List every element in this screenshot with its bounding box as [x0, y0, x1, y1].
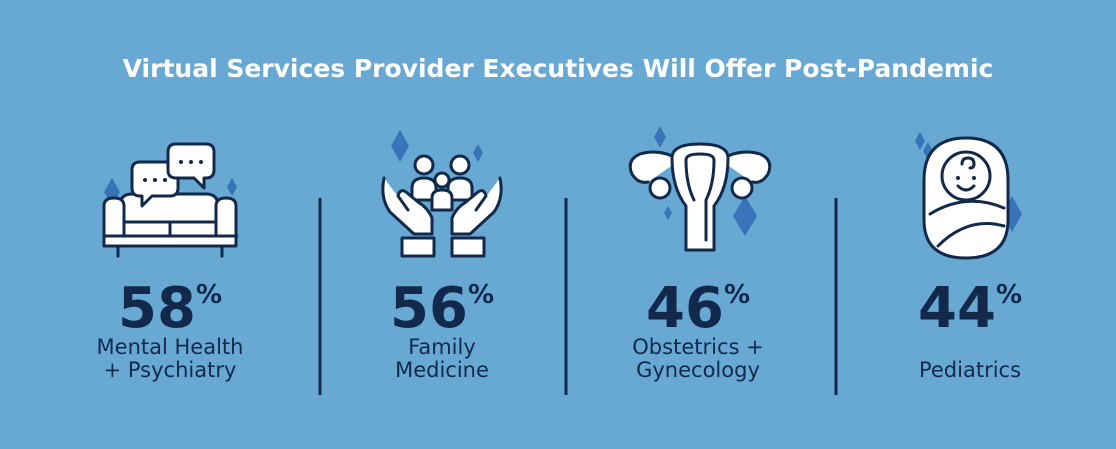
- stat-label: Obstetrics +: [632, 335, 763, 359]
- stat-label: Family: [408, 335, 476, 359]
- stat: 58%: [118, 276, 222, 341]
- stat-unit: %: [996, 280, 1022, 310]
- stat-value: 46: [646, 276, 724, 341]
- stat-unit: %: [196, 280, 222, 310]
- stat-label: Gynecology: [636, 358, 760, 382]
- stat-value: 56: [390, 276, 468, 341]
- couch-icon: [102, 142, 239, 258]
- stat-label: Mental Health: [97, 335, 244, 359]
- stats: 58%Mental Health+ Psychiatry56%FamilyMed…: [97, 276, 1022, 382]
- stat-label: Pediatrics: [919, 358, 1021, 382]
- stat-label: Medicine: [395, 358, 489, 382]
- title: Virtual Services Provider Executives Wil…: [123, 54, 994, 83]
- stat: 56%: [390, 276, 494, 341]
- stat: 46%: [646, 276, 750, 341]
- family-icon: [381, 130, 503, 258]
- uterus-icon: [628, 126, 772, 252]
- stat-value: 44: [918, 276, 996, 341]
- stat-unit: %: [468, 280, 494, 310]
- stat-label: + Psychiatry: [104, 358, 237, 382]
- baby-icon: [915, 132, 1022, 260]
- stat: 44%: [918, 276, 1022, 341]
- stat-value: 58: [118, 276, 196, 341]
- stat-unit: %: [724, 280, 750, 310]
